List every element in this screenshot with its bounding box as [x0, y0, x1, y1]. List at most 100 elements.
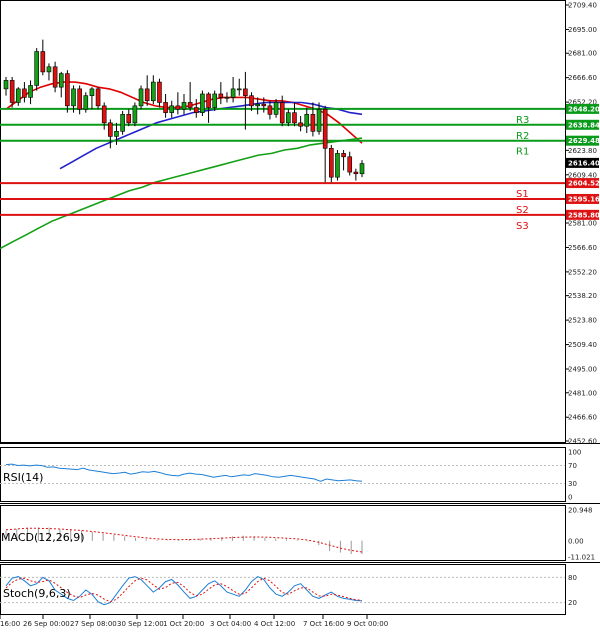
level-badge-value: 2604.52: [568, 180, 600, 188]
candle-body: [316, 108, 322, 132]
time-tick-label: 26 Sep 00:00: [23, 620, 70, 628]
macd-tick-label: 0.00: [568, 537, 584, 545]
price-tick-label: 2666.60: [568, 74, 597, 82]
price-tick-label: 2652.20: [568, 99, 597, 107]
level-badge-value: 2648.20: [568, 105, 600, 113]
time-tick-label: 3 Oct 04:00: [210, 620, 251, 628]
candle-body: [261, 103, 267, 107]
time-tick-label: 7 Oct 16:00: [303, 620, 344, 628]
price-tick-label: 2552.20: [568, 268, 597, 276]
candle-body: [359, 163, 365, 175]
candle-body: [126, 114, 132, 124]
candle-body: [341, 153, 346, 158]
candle-body: [279, 102, 285, 124]
stoch-tick-label: 20: [568, 599, 577, 607]
candle-body: [353, 171, 359, 175]
candle-body: [22, 88, 27, 98]
candle-body: [200, 93, 205, 113]
level-name: S1: [516, 189, 529, 200]
candle-body: [157, 81, 162, 103]
time-tick-label: 30 Sep 12:00: [117, 620, 164, 628]
macd-panel-frame: [0, 505, 566, 561]
level-badge: [566, 178, 599, 189]
price-tick-label: 2709.40: [568, 2, 597, 10]
stoch-panel: 80 20 Stoch(9,6,3): [0, 574, 577, 607]
price-tick-label: 2523.80: [568, 317, 597, 325]
candle-body: [212, 93, 217, 108]
stoch-d-line: [5, 577, 363, 603]
candle-body: [46, 66, 52, 73]
macd-panel: 20.948 0.00 -11.021 MACD(12,26,9): [1, 507, 595, 562]
candle-body: [151, 81, 156, 102]
macd-tick-label: 20.948: [568, 507, 593, 515]
price-tick-label: 2681.00: [568, 50, 597, 58]
candle-body: [322, 108, 328, 149]
candle-body: [101, 105, 107, 124]
candle-body: [9, 80, 15, 103]
level-badge: [566, 119, 599, 130]
candle-body: [58, 73, 64, 88]
level-name: R1: [516, 147, 529, 158]
level-name: R3: [516, 115, 529, 126]
candle-body: [267, 105, 273, 115]
candle-body: [132, 105, 138, 124]
candle-body: [163, 102, 168, 113]
price-tick-label: 2481.00: [568, 389, 597, 397]
candle-body: [15, 88, 21, 103]
candle-body: [224, 97, 230, 99]
candle-body: [95, 88, 101, 107]
main-panel-frame: [0, 0, 566, 443]
time-tick-label: 9 Oct 00:00: [347, 620, 388, 628]
candle-body: [89, 88, 95, 96]
level-badge-value: 2638.84: [568, 121, 600, 129]
rsi-panel-frame: [0, 447, 566, 502]
candle-body: [335, 153, 340, 178]
level-badge: [566, 193, 599, 204]
rsi-panel: 100 70 30 0 RSI(14): [0, 449, 581, 502]
price-tick-label: 2566.60: [568, 244, 597, 252]
candle-body: [255, 103, 260, 107]
level-name: R2: [516, 131, 529, 142]
level-badge: [566, 103, 599, 114]
candle-body: [249, 95, 254, 107]
candle-body: [304, 114, 310, 127]
current-price-badge: [566, 157, 599, 168]
candle-body: [34, 51, 39, 86]
price-tick-label: 2623.80: [568, 147, 597, 155]
rsi-tick-label: 100: [568, 449, 581, 457]
price-tick-label: 2695.00: [568, 26, 597, 34]
price-badges: 2648.20 2638.84 2629.48 2604.52 2595.16 2585.…: [566, 103, 600, 220]
candle-body: [71, 88, 76, 107]
level-badge: [566, 135, 599, 146]
macd-signal-line: [5, 527, 363, 553]
candle-body: [114, 131, 119, 137]
candle-body: [77, 88, 82, 110]
stoch-panel-frame: [0, 564, 566, 615]
price-tick-label: 2609.40: [568, 171, 597, 179]
rsi-line: [5, 463, 363, 482]
pivot-levels: R3 R2 R1 S1 S2 S3: [0, 107, 565, 232]
candle-body: [310, 114, 316, 132]
candle-body: [347, 156, 353, 173]
current-price-value: 2616.40: [568, 159, 600, 167]
time-tick-label: 1 Oct 20:00: [163, 620, 204, 628]
moving-averages: [0, 81, 363, 250]
stoch-tick-label: 80: [568, 574, 577, 582]
candle-body: [28, 85, 33, 98]
candle-body: [52, 66, 58, 88]
candle-body: [144, 88, 150, 102]
price-tick-label: 2452.60: [568, 438, 597, 446]
level-badge-value: 2595.16: [568, 195, 600, 203]
candle-body: [175, 105, 181, 110]
candle-body: [286, 112, 291, 124]
candle-body: [187, 102, 193, 108]
candle-body: [292, 112, 297, 124]
candle-body: [230, 88, 236, 98]
price-tick-label: 2538.20: [568, 292, 597, 300]
time-tick-label: 4 Oct 12:00: [254, 620, 295, 628]
level-badge-value: 2629.48: [568, 137, 600, 145]
candles: [3, 39, 365, 183]
candle-body: [273, 102, 279, 115]
candle-body: [108, 122, 113, 137]
